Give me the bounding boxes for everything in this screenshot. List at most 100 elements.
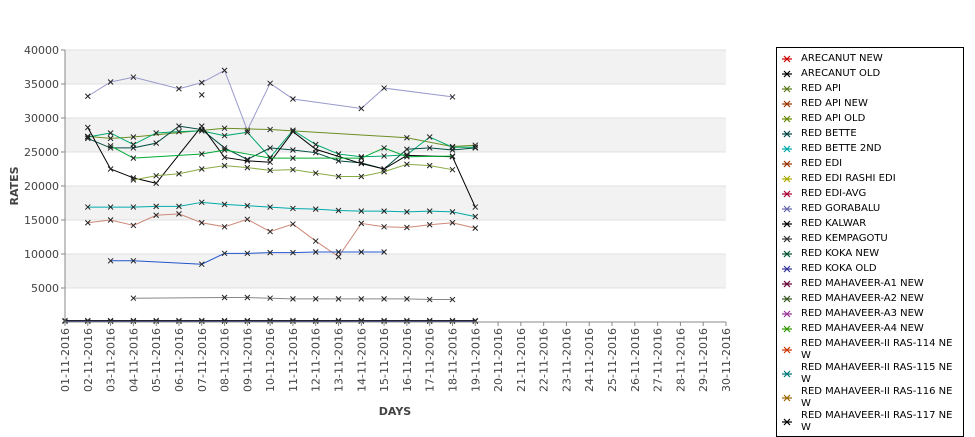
data-point <box>381 145 387 151</box>
x-tick-label: 23-11-2016 <box>560 328 573 392</box>
data-point <box>312 249 319 255</box>
data-point <box>472 225 479 232</box>
legend-label: RED API <box>801 83 841 94</box>
x-tick-label: 27-11-2016 <box>652 328 665 392</box>
x-tick-label: 13-11-2016 <box>333 328 346 392</box>
data-point <box>449 296 456 303</box>
series-7 <box>130 161 456 183</box>
data-point <box>312 238 319 244</box>
series-line <box>87 69 453 132</box>
legend-item: RED MAHAVEER-II RAS-116 NEW <box>777 386 963 410</box>
x-tick-label: 05-11-2016 <box>150 328 163 392</box>
data-point <box>176 170 182 177</box>
legend-item: RED MAHAVEER-II RAS-114 NEW <box>777 338 963 362</box>
legend-marker-icon <box>782 100 792 108</box>
series-13 <box>62 318 479 325</box>
plot-background-bands <box>65 50 726 322</box>
data-point <box>84 135 91 142</box>
data-point <box>358 296 365 302</box>
data-point <box>472 318 479 325</box>
legend-marker-icon <box>782 250 792 258</box>
legend-label: RED EDI <box>801 158 843 169</box>
data-point <box>221 223 228 230</box>
legend-marker-icon <box>782 295 792 303</box>
data-point <box>107 217 114 223</box>
x-tick-label: 12-11-2016 <box>310 328 323 392</box>
rates-line-chart: 500010000150002000025000300003500040000 … <box>8 44 733 418</box>
legend-item: RED KOKA OLD <box>777 263 963 278</box>
legend-label: RED MAHAVEER-A2 NEW <box>801 293 924 304</box>
data-point <box>130 295 137 302</box>
data-point <box>198 92 205 98</box>
data-point <box>244 202 251 209</box>
data-point <box>244 294 251 301</box>
data-point <box>130 177 137 183</box>
data-point <box>312 170 319 176</box>
data-point <box>267 126 273 133</box>
data-point <box>358 220 365 227</box>
data-point <box>153 318 160 325</box>
legend-marker-icon <box>782 205 792 213</box>
legend-marker-icon <box>782 55 792 63</box>
x-tick-label: 18-11-2016 <box>446 328 459 392</box>
x-axis-label: DAYS <box>379 405 412 418</box>
data-point <box>221 145 228 151</box>
series-6 <box>107 143 456 161</box>
data-point <box>221 294 228 301</box>
data-point <box>244 129 251 136</box>
legend-item: RED BETTE <box>777 128 963 143</box>
data-point <box>404 296 410 302</box>
legend-item: RED KOKA NEW <box>777 248 963 263</box>
data-point <box>312 146 319 153</box>
data-point <box>449 166 456 173</box>
data-point <box>290 221 296 227</box>
data-point <box>130 204 137 210</box>
data-point <box>267 318 273 325</box>
x-tick-label: 15-11-2016 <box>378 328 391 392</box>
horizontal-gridlines <box>65 49 726 289</box>
data-point <box>404 153 410 160</box>
data-point <box>130 222 137 229</box>
legend-item: RED MAHAVEER-II RAS-115 NEW <box>777 362 963 386</box>
data-point <box>449 147 456 153</box>
data-point <box>244 318 251 325</box>
legend-label: RED EDI RASHI EDI <box>801 173 896 184</box>
data-point <box>290 205 296 212</box>
data-point <box>404 208 410 215</box>
data-point <box>244 216 251 223</box>
data-point <box>267 228 273 235</box>
data-point <box>290 296 296 302</box>
y-tick-label: 30000 <box>24 112 59 125</box>
y-axis-label: RATES <box>8 166 21 205</box>
data-point <box>130 155 137 161</box>
legend-item: RED EDI RASHI EDI <box>777 173 963 188</box>
x-tick-label: 04-11-2016 <box>127 328 140 392</box>
data-point <box>290 127 296 134</box>
series-line <box>87 129 476 159</box>
data-point <box>84 124 91 131</box>
x-tick-label: 30-11-2016 <box>720 328 733 392</box>
legend-label: RED KEMPAGOTU <box>801 233 888 244</box>
data-point <box>426 208 433 215</box>
x-tick-label: 16-11-2016 <box>401 328 414 392</box>
data-point <box>244 157 251 164</box>
legend-marker-icon <box>782 325 792 333</box>
legend-label: RED KOKA NEW <box>801 248 880 259</box>
x-tick-label: 09-11-2016 <box>241 328 254 392</box>
legend-marker-icon <box>782 220 792 228</box>
data-point <box>358 160 365 167</box>
data-point <box>290 166 296 173</box>
x-tick-label: 22-11-2016 <box>538 328 551 392</box>
legend-marker-icon <box>782 310 792 318</box>
data-point <box>107 79 114 85</box>
data-point <box>244 164 251 171</box>
legend-label: RED MAHAVEER-II RAS-114 NEW <box>801 338 953 361</box>
data-point <box>107 166 114 172</box>
legend-label: RED GORABALU <box>801 203 881 214</box>
data-point <box>404 318 410 325</box>
series-line <box>87 125 476 170</box>
legend-label: RED BETTE <box>801 128 857 139</box>
data-point <box>176 85 182 92</box>
data-point <box>153 130 160 136</box>
legend-label: RED MAHAVEER-A3 NEW <box>801 308 924 319</box>
